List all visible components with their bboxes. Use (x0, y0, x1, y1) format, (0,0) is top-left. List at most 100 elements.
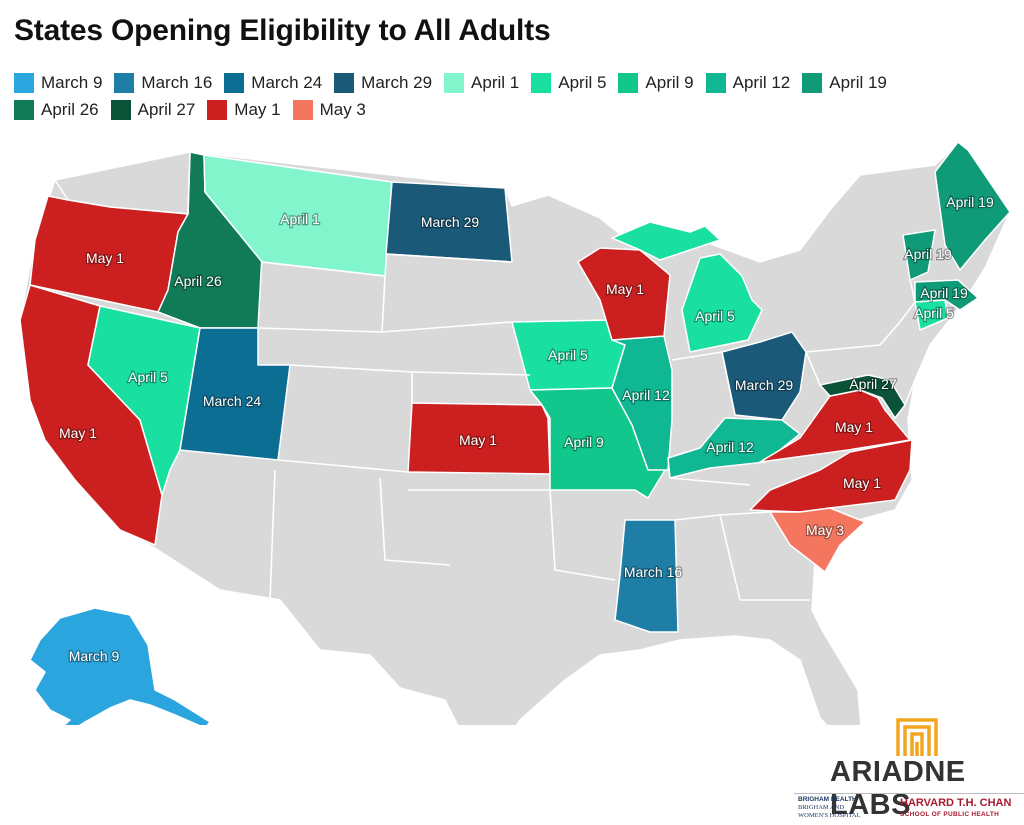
label-ohio: March 29 (735, 377, 794, 393)
logo-block: ARIADNE LABS BRIGHAM HEALTH BRIGHAM AND … (794, 712, 1024, 825)
label-michigan: April 5 (695, 308, 735, 324)
legend-item: March 29 (334, 73, 432, 93)
legend-item: April 26 (14, 100, 99, 120)
ariadne-labs-logo: ARIADNE LABS (830, 756, 966, 821)
label-missouri: April 9 (564, 434, 604, 450)
legend-item: April 27 (110, 100, 196, 120)
legend-swatch (207, 100, 228, 120)
legend-swatch (224, 73, 245, 93)
label-california: May 1 (59, 425, 97, 441)
legend-label: May 3 (319, 100, 366, 119)
legend-swatch (14, 100, 34, 120)
label-montana: April 1 (280, 211, 320, 227)
label-oregon: May 1 (86, 250, 124, 266)
state-michigan-lower-shape (681, 253, 763, 353)
brigham-line-2: WOMEN'S HOSPITAL (798, 812, 861, 819)
legend-swatch (110, 100, 131, 120)
map-labels: April 1 March 29 May 1 April 26 April 5 … (58, 193, 995, 665)
legend-item: May 3 (292, 100, 366, 120)
state-borders (187, 151, 916, 601)
legend-swatch (334, 73, 355, 93)
label-virginia: May 1 (835, 419, 873, 435)
legend-swatch (531, 73, 552, 93)
legend-item: April 19 (802, 73, 887, 93)
state-kentucky-shape (667, 417, 801, 479)
ariadne-labyrinth-icon (896, 718, 938, 756)
state-vermont-shape (902, 229, 936, 281)
legend-item: March 16 (114, 73, 212, 93)
page-title: States Opening Eligibility to All Adults (14, 14, 551, 47)
harvard-chan-logo: HARVARD T.H. CHAN SCHOOL OF PUBLIC HEALT… (900, 798, 1024, 820)
legend-label: March 16 (141, 73, 213, 92)
logo-divider (794, 793, 1024, 794)
state-shapes (19, 141, 1011, 725)
state-connecticut-shape (914, 299, 949, 331)
legend-label: April 27 (137, 100, 196, 119)
border-line (904, 379, 916, 406)
state-south-carolina-shape (769, 507, 866, 573)
legend-swatch (292, 100, 313, 120)
label-vermont: April 19 (904, 246, 952, 262)
border-line (411, 371, 531, 376)
legend-swatch (618, 73, 639, 93)
border-line (379, 477, 451, 566)
label-connecticut: April 5 (914, 305, 954, 321)
legend-label: May 1 (234, 100, 281, 119)
state-alaska-shape (29, 607, 211, 725)
label-mississippi: March 16 (624, 564, 683, 580)
state-kansas-shape (407, 402, 551, 475)
legend-item: April 5 (531, 73, 606, 93)
legend-swatch (802, 73, 823, 93)
border-line (187, 151, 191, 215)
border-line (669, 477, 751, 486)
state-wisconsin-shape (577, 247, 671, 341)
label-kansas: May 1 (459, 432, 497, 448)
legend-label: March 9 (41, 73, 103, 92)
border-line (381, 321, 513, 333)
school-public-health-text: SCHOOL OF PUBLIC HEALTH (900, 811, 1000, 818)
state-michigan-upper-shape (611, 221, 721, 261)
label-south-carolina: May 3 (806, 522, 844, 538)
label-maryland: April 27 (849, 376, 897, 392)
legend-label: March 29 (361, 73, 433, 92)
border-line (385, 253, 513, 263)
legend-item: March 9 (14, 73, 102, 93)
legend-label: April 26 (41, 100, 99, 119)
legend-label: April 19 (829, 73, 887, 92)
legend-label: April 5 (558, 73, 607, 92)
state-illinois-shape (611, 335, 673, 471)
state-maine-shape (934, 141, 1011, 271)
state-maryland-shape (819, 374, 906, 419)
border-line (805, 351, 821, 386)
border-line (671, 351, 736, 416)
border-line (257, 261, 386, 333)
border-line (269, 469, 276, 601)
legend-row-2: April 26 April 27 May 1 May 3 (14, 97, 1004, 123)
label-kentucky: April 12 (706, 439, 754, 455)
legend-item: March 24 (224, 73, 322, 93)
legend-swatch (114, 73, 135, 93)
label-massachusetts: April 19 (920, 285, 968, 301)
label-north-dakota: March 29 (421, 214, 480, 230)
label-north-carolina: May 1 (843, 475, 881, 491)
state-ohio-shape (721, 331, 807, 421)
state-virginia-shape (759, 389, 911, 463)
label-utah: March 24 (203, 393, 262, 409)
label-illinois: April 12 (622, 387, 670, 403)
legend: March 9 March 16 March 24 March 29 April… (14, 70, 1004, 124)
legend-item: April 12 (705, 73, 790, 93)
label-nevada: April 5 (128, 369, 168, 385)
legend-label: March 24 (251, 73, 323, 92)
border-line (805, 301, 916, 353)
harvard-chan-text: HARVARD T.H. CHAN (900, 797, 1012, 809)
label-wisconsin: May 1 (606, 281, 644, 297)
border-line (719, 511, 771, 516)
label-maine: April 19 (946, 194, 994, 210)
brigham-line-1: BRIGHAM AND (798, 804, 845, 811)
label-alaska: March 9 (69, 648, 120, 664)
legend-row-1: March 9 March 16 March 24 March 29 April… (14, 70, 1004, 96)
legend-swatch (14, 73, 34, 93)
brigham-health-text: BRIGHAM HEALTH (798, 796, 857, 803)
border-line (549, 489, 616, 581)
legend-item: May 1 (207, 100, 281, 120)
